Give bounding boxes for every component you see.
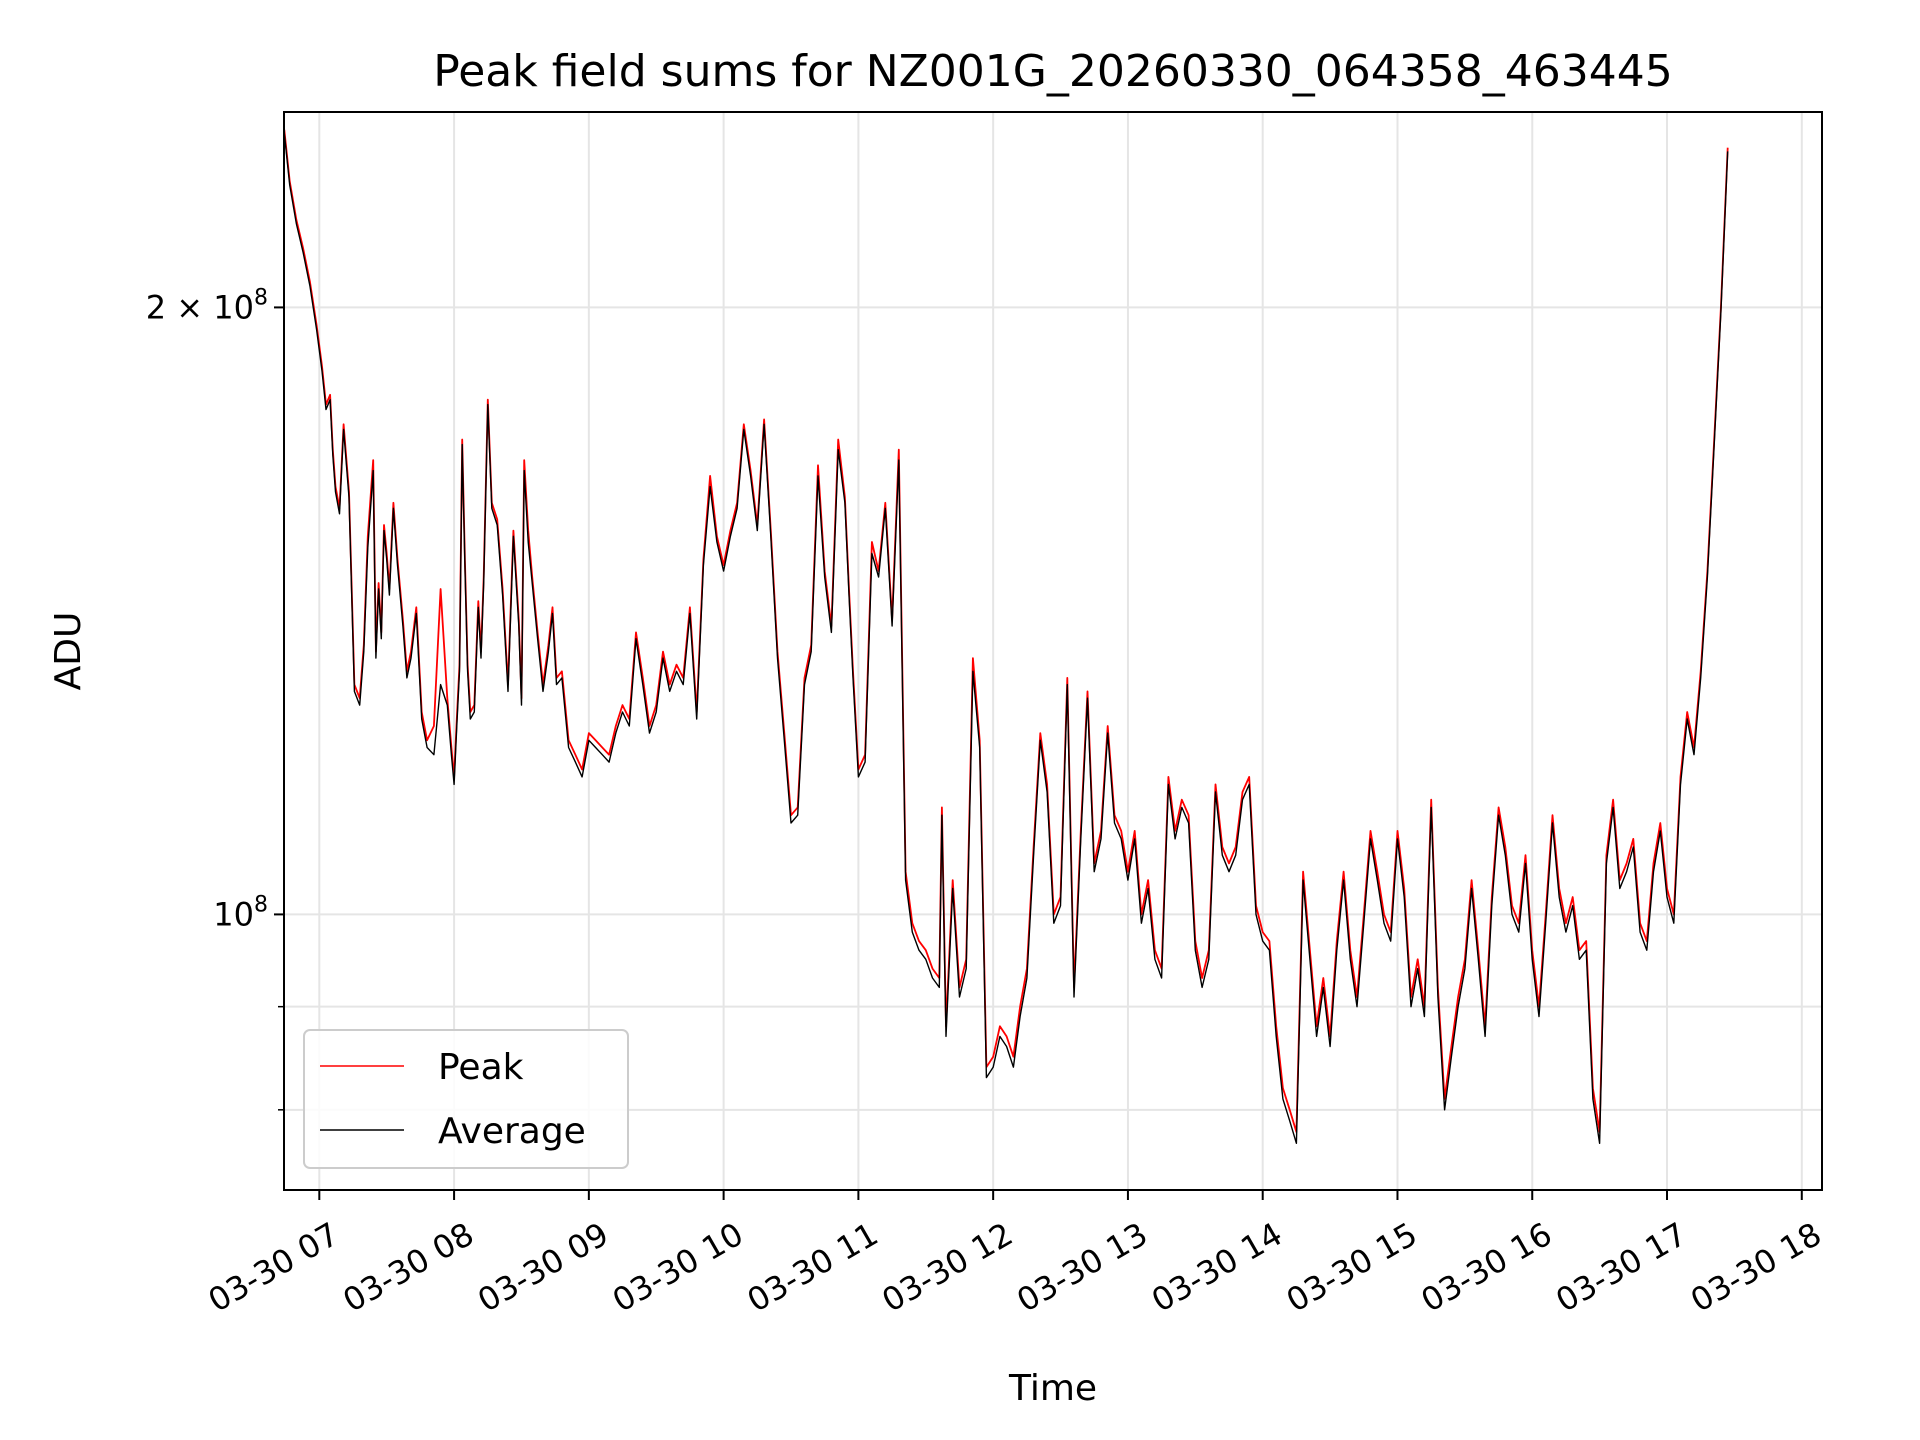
chart-title: Peak field sums for NZ001G_20260330_0643… [433,46,1672,97]
legend-peak-label: Peak [438,1047,524,1088]
legend-average-label: Average [438,1111,586,1152]
x-axis-label: Time [1008,1368,1097,1409]
series-average-line [283,133,1729,1145]
y-tick-label: 108 [213,892,268,933]
legend-box [303,1029,629,1169]
y-tick-label: 2 × 108 [146,285,268,326]
y-axis-label: ADU [48,612,89,691]
series-layer [283,129,1729,1145]
plot-frame [283,111,1823,1191]
legend: Peak Average [303,1029,629,1169]
